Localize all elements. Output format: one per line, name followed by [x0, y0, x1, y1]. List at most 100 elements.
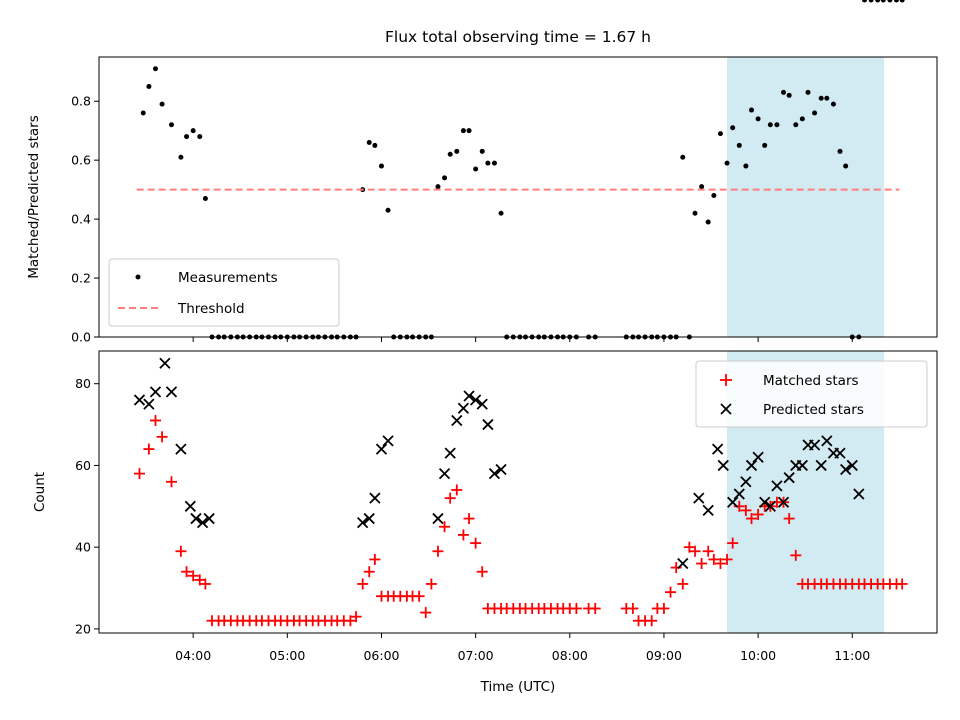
- measurement-point: [861, 0, 867, 3]
- measurement-point: [717, 131, 723, 137]
- count-y-ticks: 20 40 60 80: [75, 376, 99, 636]
- measurement-point: [692, 210, 698, 216]
- matched-point: [677, 578, 689, 590]
- x-tick-label: 07:00: [458, 648, 494, 663]
- matched-point: [627, 602, 639, 614]
- count-legend: Matched stars Predicted stars: [695, 360, 928, 428]
- predicted-point: [764, 500, 776, 512]
- measurement-point: [736, 142, 742, 148]
- ratio-y-axis-label: Matched/Predicted stars: [26, 115, 42, 278]
- measurement-point: [699, 184, 705, 190]
- measurement-point: [880, 0, 886, 3]
- matched-point: [194, 574, 206, 586]
- measurement-point: [805, 89, 811, 95]
- measurement-point: [385, 207, 391, 213]
- predicted-point: [693, 492, 705, 504]
- y-tick-label: 20: [75, 621, 91, 636]
- matched-point: [425, 578, 437, 590]
- predicted-point: [834, 447, 846, 459]
- count-marks: [133, 357, 908, 627]
- y-tick-label: 40: [75, 540, 91, 555]
- matched-point: [665, 586, 677, 598]
- predicted-point: [369, 492, 381, 504]
- matched-point: [344, 615, 356, 627]
- predicted-point: [711, 443, 724, 455]
- predicted-point: [745, 459, 758, 472]
- measurement-point: [755, 116, 761, 122]
- measurement-point: [178, 154, 184, 160]
- predicted-point: [808, 439, 821, 451]
- matched-point: [463, 513, 475, 525]
- predicted-point: [488, 467, 501, 480]
- measurement-point: [786, 92, 792, 98]
- x-tick-label: 11:00: [834, 648, 870, 663]
- x-tick-label: 05:00: [269, 648, 305, 663]
- measurement-point: [824, 95, 830, 101]
- x-tick-label: 04:00: [175, 648, 211, 663]
- matched-point: [199, 578, 211, 590]
- measurement-point: [793, 122, 799, 128]
- measurement-point: [140, 110, 146, 116]
- measurement-point: [705, 219, 711, 225]
- measurement-point: [837, 148, 843, 154]
- y-tick-label: 0.6: [71, 153, 91, 168]
- measurement-point: [491, 160, 497, 166]
- measurement-point: [454, 148, 460, 154]
- measurement-point: [767, 122, 773, 128]
- measurement-point: [366, 139, 372, 145]
- predicted-point: [733, 488, 745, 500]
- legend-threshold-label: Threshold: [177, 301, 245, 317]
- predicted-point: [203, 512, 215, 525]
- ratio-panel: 0.00.20.40.60.8 Matched/Predicted stars …: [26, 0, 938, 345]
- legend-predicted-marker: [720, 403, 732, 415]
- matched-point: [444, 492, 456, 504]
- measurement-point: [169, 122, 175, 128]
- predicted-point: [495, 463, 507, 476]
- y-tick-label: 80: [75, 376, 91, 391]
- measurement-point: [762, 142, 768, 148]
- x-tick-label: 09:00: [646, 648, 682, 663]
- matched-point: [790, 549, 802, 561]
- matched-point: [451, 484, 463, 496]
- matched-point: [133, 468, 145, 480]
- predicted-point: [451, 414, 463, 427]
- predicted-point: [777, 496, 790, 508]
- predicted-point: [382, 435, 394, 447]
- matched-point: [689, 545, 701, 557]
- measurement-point: [887, 0, 893, 3]
- matched-point: [702, 545, 714, 557]
- measurement-point: [197, 134, 203, 140]
- matched-point: [350, 611, 362, 623]
- matched-point: [696, 558, 708, 570]
- matched-point: [363, 566, 375, 578]
- measurement-point: [894, 0, 900, 3]
- y-tick-label: 60: [75, 458, 91, 473]
- legend-matched-label: Matched stars: [763, 373, 859, 389]
- predicted-point: [143, 398, 155, 410]
- measurement-point: [372, 142, 378, 148]
- matched-point: [187, 570, 199, 582]
- measurement-point: [843, 163, 849, 169]
- predicted-point: [469, 394, 482, 406]
- matched-point: [149, 414, 161, 426]
- ratio-x-ticks: [192, 337, 853, 342]
- predicted-point: [444, 447, 456, 459]
- matched-point: [589, 602, 601, 614]
- y-tick-label: 0.4: [71, 212, 91, 227]
- predicted-point: [357, 517, 369, 529]
- measurement-point: [159, 101, 165, 107]
- matched-point: [413, 590, 425, 602]
- count-x-ticks: 04:00 05:00 06:00 07:00 08:00 09:00 10:00 11:00: [175, 633, 870, 663]
- matched-point: [714, 558, 726, 570]
- matched-point: [457, 529, 469, 541]
- matched-point: [683, 541, 695, 553]
- predicted-point: [438, 467, 451, 480]
- matched-point: [896, 578, 908, 590]
- legend-predicted-label: Predicted stars: [763, 402, 864, 418]
- predicted-point: [702, 504, 714, 517]
- predicted-point: [165, 386, 178, 398]
- measurement-point: [466, 128, 472, 134]
- measurement-point: [190, 128, 196, 134]
- matched-point: [721, 553, 733, 565]
- predicted-point: [727, 496, 739, 508]
